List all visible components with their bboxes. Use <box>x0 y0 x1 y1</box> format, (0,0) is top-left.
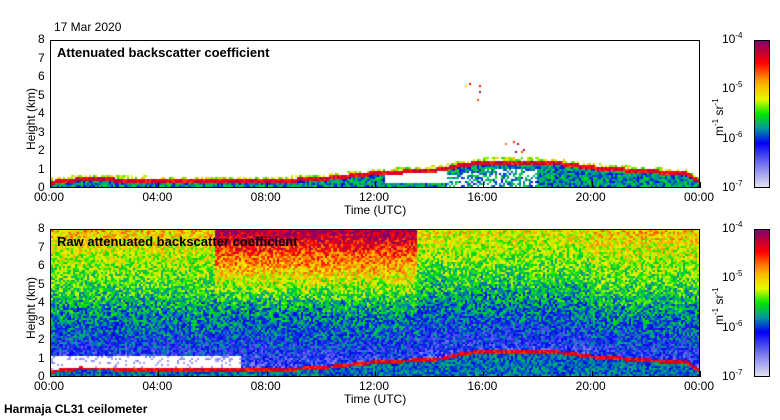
plot-area-raw: Raw attenuated backscatter coefficient <box>50 229 700 377</box>
y-tick-label: 6 <box>38 69 45 83</box>
x-axis-label: Time (UTC) <box>344 203 407 217</box>
y-tick-label: 2 <box>38 143 45 157</box>
y-tick-label: 5 <box>38 276 45 291</box>
x-tick-mark <box>483 182 485 188</box>
y-tick-label: 5 <box>38 87 45 102</box>
y-tick-label: 0 <box>38 369 45 383</box>
colorbar-tick-label: 10-6 <box>722 129 743 145</box>
x-tick-mark <box>375 371 376 377</box>
instrument-label: Harmaja CL31 ceilometer <box>4 402 148 416</box>
colorbar-tick-label: 10-5 <box>722 80 743 96</box>
x-tick-mark <box>158 182 160 188</box>
colorbar <box>754 229 770 377</box>
x-tick-mark <box>591 182 593 188</box>
x-tick-label: 20:00 <box>575 379 606 393</box>
y-axis-label: Height (km) <box>24 276 38 339</box>
x-tick-label: 04:00 <box>142 379 173 393</box>
y-tick-label: 3 <box>38 124 45 139</box>
colorbar-unit-label: m-1 sr-1 <box>711 287 726 325</box>
panel-title: Raw attenuated backscatter coefficient <box>57 234 298 249</box>
x-tick-label: 08:00 <box>250 379 281 393</box>
y-tick-label: 8 <box>38 221 45 235</box>
colorbar-tick-label: 10-5 <box>722 269 743 285</box>
y-tick-label: 4 <box>38 106 45 120</box>
colorbar-tick-label: 10-7 <box>722 368 743 383</box>
colorbar-tick-label: 10-4 <box>722 31 743 46</box>
x-tick-label: 00:00 <box>684 379 715 393</box>
x-axis-label: Time (UTC) <box>344 392 407 406</box>
x-tick-mark <box>591 371 593 377</box>
heatmap-cells <box>51 41 699 187</box>
plot-area-attenuated: Attenuated backscatter coefficient <box>50 40 700 188</box>
x-tick-label: 12:00 <box>359 379 390 393</box>
x-tick-mark <box>483 371 485 377</box>
colorbar-unit-label: m-1 sr-1 <box>711 98 726 136</box>
x-tick-mark <box>700 371 701 377</box>
heatmap-cells <box>51 230 699 376</box>
x-tick-mark <box>266 182 268 188</box>
x-tick-label: 12:00 <box>359 190 390 204</box>
x-tick-mark <box>50 182 51 188</box>
colorbar-tick-label: 10-7 <box>722 179 743 194</box>
x-tick-mark <box>50 371 51 377</box>
y-axis-label: Height (km) <box>24 87 38 150</box>
x-tick-label: 00:00 <box>34 190 65 204</box>
x-tick-label: 00:00 <box>34 379 65 393</box>
y-tick-label: 6 <box>38 258 45 272</box>
colorbar-tick-label: 10-6 <box>722 318 743 334</box>
x-tick-mark <box>266 371 268 377</box>
y-tick-label: 8 <box>38 32 45 46</box>
date-label: 17 Mar 2020 <box>54 20 122 34</box>
colorbar-tick-label: 10-4 <box>722 220 743 235</box>
x-tick-label: 16:00 <box>467 190 498 204</box>
y-tick-label: 7 <box>38 50 45 65</box>
panel-title: Attenuated backscatter coefficient <box>57 45 270 60</box>
x-tick-mark <box>158 371 160 377</box>
x-tick-label: 00:00 <box>684 190 715 204</box>
y-tick-label: 0 <box>38 180 45 194</box>
colorbar <box>754 40 770 188</box>
x-tick-mark <box>375 182 376 188</box>
x-tick-label: 16:00 <box>467 379 498 393</box>
x-tick-label: 04:00 <box>142 190 173 204</box>
y-tick-label: 7 <box>38 239 45 254</box>
y-tick-label: 2 <box>38 332 45 346</box>
x-tick-label: 08:00 <box>250 190 281 204</box>
y-tick-label: 3 <box>38 313 45 328</box>
y-tick-label: 4 <box>38 295 45 309</box>
x-tick-mark <box>700 182 701 188</box>
x-tick-label: 20:00 <box>575 190 606 204</box>
y-tick-label: 1 <box>38 350 45 365</box>
y-tick-label: 1 <box>38 161 45 176</box>
